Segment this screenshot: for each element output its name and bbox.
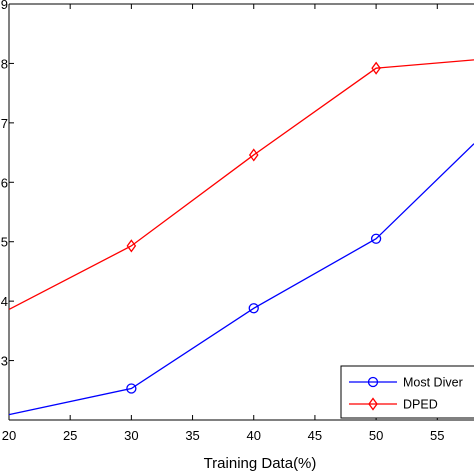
y-tick-label: 7: [1, 116, 8, 131]
series-most-diver: [8, 143, 474, 416]
plot-axes: [8, 3, 474, 421]
y-tick-label: 3: [1, 354, 8, 369]
legend-item: Most Diver: [349, 376, 463, 390]
legend-marker: [367, 376, 379, 388]
x-axis-label: Training Data(%): [204, 455, 317, 472]
data-point: [126, 383, 137, 394]
x-tick-label: 30: [124, 428, 138, 443]
legend-item: DPED: [349, 397, 438, 412]
series-layer: [8, 59, 474, 416]
legend-marker: [368, 397, 378, 411]
series-line: [8, 59, 474, 311]
data-point: [126, 239, 137, 253]
x-tick-label: 55: [430, 428, 444, 443]
y-tick-label: 5: [1, 235, 8, 250]
y-tick-label: 4: [1, 294, 8, 309]
data-point: [371, 61, 381, 75]
data-point: [248, 148, 259, 162]
x-tick-label: 35: [185, 428, 199, 443]
y-tick-label: 6: [1, 175, 8, 190]
data-point: [370, 233, 382, 244]
x-tick-label: 25: [63, 428, 77, 443]
legend-box: [340, 365, 474, 419]
series-dped: [8, 59, 474, 311]
y-tick-label: 9: [1, 0, 8, 12]
y-tick-label: 8: [1, 56, 8, 71]
x-tick-label: 20: [2, 428, 16, 443]
data-point: [248, 303, 259, 314]
legend-label: Most Diver: [403, 376, 463, 390]
x-tick-label: 40: [247, 428, 261, 443]
series-line: [8, 143, 474, 416]
legend-label: DPED: [403, 398, 438, 412]
legend: Most Diver DPED: [340, 365, 474, 419]
x-tick-label: 50: [369, 428, 383, 443]
x-tick-label: 45: [308, 428, 322, 443]
